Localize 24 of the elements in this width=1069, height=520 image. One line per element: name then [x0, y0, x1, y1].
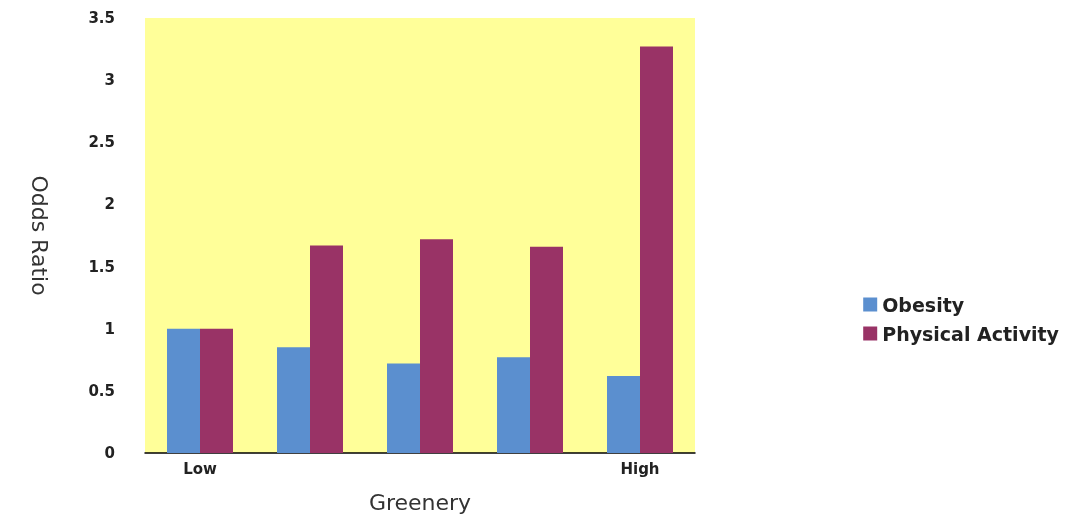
bar [277, 347, 310, 453]
y-tick-label: 1.5 [88, 257, 115, 276]
bar [607, 375, 640, 453]
y-tick-label: 0 [104, 444, 115, 462]
y-tick-label: 0.5 [88, 381, 115, 400]
bar [200, 328, 233, 453]
y-tick-label: 1 [104, 319, 115, 338]
y-axis-title: Odds Ratio [26, 175, 52, 296]
x-axis-title: Greenery [368, 489, 472, 515]
x-tick-label: Low [183, 459, 217, 478]
bar [310, 245, 343, 453]
legend-label: Physical Activity [882, 322, 1060, 345]
y-tick-label: 2.5 [88, 133, 115, 152]
bar [420, 239, 453, 453]
bar [530, 246, 563, 453]
y-tick-label: 3.5 [88, 9, 115, 27]
legend-label: Obesity [882, 293, 965, 316]
y-tick-label: 3 [104, 71, 115, 90]
bar [640, 46, 673, 453]
bar [167, 328, 200, 453]
bar [497, 357, 530, 453]
y-tick-label: 2 [104, 195, 115, 214]
bar [387, 363, 420, 453]
x-tick-label: High [620, 459, 660, 478]
